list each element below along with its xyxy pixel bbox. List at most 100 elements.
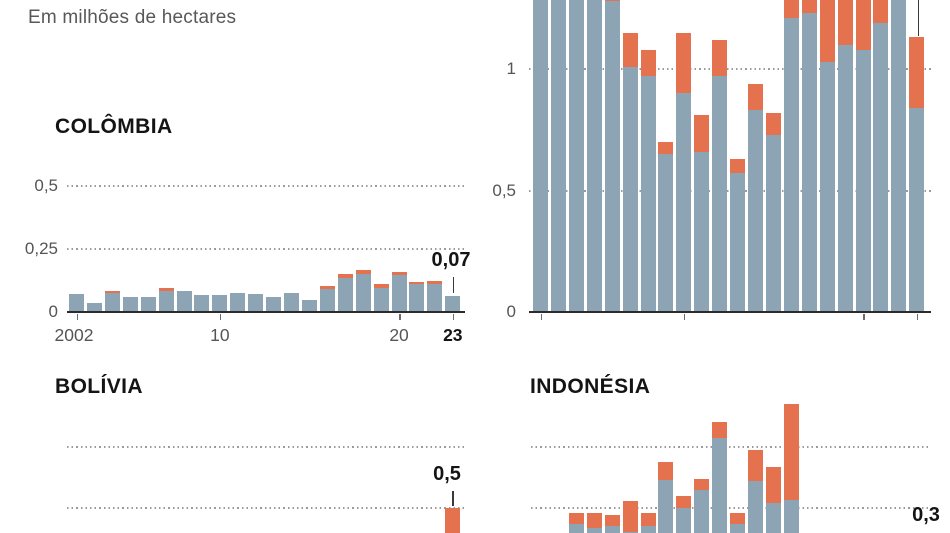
indonesia-bar-2006-orange bbox=[604, 514, 620, 526]
colombia-bar-2002-blue bbox=[69, 294, 84, 312]
colombia-bar-2016-blue bbox=[319, 289, 335, 312]
colombia-bar-2004-blue bbox=[104, 293, 120, 312]
brasil-large-bar-2021-orange bbox=[873, 0, 889, 23]
colombia-value-label: 0,07 bbox=[431, 249, 471, 271]
brasil-large-bar-2006-orange bbox=[604, 0, 620, 1]
colombia-bar-2019-blue bbox=[373, 288, 389, 312]
brasil-large-bar-2019-orange bbox=[837, 0, 853, 45]
colombia-xlabel-20: 20 bbox=[389, 325, 409, 345]
colombia-tick-8 bbox=[219, 313, 222, 320]
indonesia-bar-2005-orange bbox=[586, 513, 602, 529]
brasil-large-bar-2010-blue bbox=[676, 93, 692, 312]
indonesia-bar-2013-orange bbox=[730, 513, 746, 525]
indonesia-bar-2004-blue bbox=[568, 524, 584, 533]
colombia-gridline-0.5 bbox=[67, 185, 465, 187]
brasil-large-tick-0 bbox=[540, 313, 543, 320]
indonesia-bar-2016-blue bbox=[783, 499, 799, 533]
bolivia-gridline-1 bbox=[67, 445, 465, 448]
brasil-large-bar-2008-blue bbox=[640, 76, 656, 312]
indonesia-bar-2008-orange bbox=[640, 513, 656, 526]
indonesia-bar-2011-orange bbox=[694, 478, 710, 490]
brasil-large-ylabel-1: 1 bbox=[506, 59, 516, 78]
colombia-leader-line bbox=[452, 277, 455, 293]
bolivia-title: BOLÍVIA bbox=[55, 375, 143, 398]
indonesia-bar-2010-orange bbox=[676, 496, 692, 509]
indonesia-title: INDONÉSIA bbox=[530, 375, 651, 398]
indonesia-bar-2009-blue bbox=[658, 480, 674, 533]
brasil-large-bar-2016-orange bbox=[783, 0, 799, 18]
colombia-bar-2023-blue bbox=[445, 295, 461, 312]
indonesia-bar-2007-blue bbox=[622, 531, 638, 533]
colombia-bar-2007-orange bbox=[158, 288, 174, 291]
indonesia-bar-2016-orange bbox=[783, 403, 799, 500]
colombia-ylabel-0.25: 0,25 bbox=[24, 239, 58, 258]
brasil-large-bar-2016-blue bbox=[783, 17, 799, 312]
indonesia-value-label: 0,3 bbox=[912, 504, 940, 526]
brasil-large-bar-2010-orange bbox=[676, 32, 692, 94]
brasil-large-gridline-1 bbox=[529, 68, 931, 70]
colombia-tick-18 bbox=[399, 313, 401, 320]
brasil-large-bar-2021-blue bbox=[873, 22, 889, 312]
brasil-large-bar-2018-blue bbox=[819, 61, 835, 312]
colombia-bar-2017-blue bbox=[337, 277, 353, 312]
brasil-large-bar-2008-orange bbox=[640, 49, 656, 77]
indonesia-bar-2015-orange bbox=[765, 466, 781, 504]
colombia-tick-0 bbox=[76, 313, 79, 320]
brasil-large-bar-2007-orange bbox=[622, 32, 638, 67]
brasil-large-bar-2020-blue bbox=[855, 49, 871, 312]
colombia-bar-2022-orange bbox=[427, 280, 443, 284]
brasil-large-bar-2003-blue bbox=[550, 0, 566, 312]
brasil-large-bar-2002-blue bbox=[533, 0, 548, 312]
indonesia-bar-2008-blue bbox=[640, 525, 656, 533]
colombia-bar-2022-blue bbox=[427, 283, 443, 312]
colombia-bar-2020-blue bbox=[391, 275, 407, 312]
colombia-xlabel-23: 23 bbox=[443, 325, 463, 345]
indonesia-bar-2015-blue bbox=[765, 503, 781, 533]
colombia-xlabel-10: 10 bbox=[210, 325, 230, 345]
colombia-bar-2019-orange bbox=[373, 284, 389, 289]
colombia-x-axis bbox=[67, 311, 465, 314]
brasil-large-bar-2014-orange bbox=[748, 83, 764, 111]
brasil-large-bar-2011-orange bbox=[694, 115, 710, 152]
colombia-bar-2021-orange bbox=[409, 281, 425, 285]
brasil-large-bar-2014-blue bbox=[748, 110, 764, 312]
brasil-large-bar-2023-blue bbox=[909, 107, 925, 312]
colombia-title: COLÔMBIA bbox=[55, 115, 173, 138]
brasil-large-leader-line bbox=[917, 0, 920, 36]
colombia-ylabel-0.5: 0,5 bbox=[34, 176, 58, 195]
brasil-large-bar-2007-blue bbox=[622, 66, 638, 312]
brasil-large-bar-2013-orange bbox=[730, 158, 746, 174]
indonesia-bar-2014-orange bbox=[748, 450, 764, 482]
indonesia-bar-2013-blue bbox=[730, 524, 746, 533]
brasil-large-ylabel-0.5: 0,5 bbox=[492, 180, 516, 200]
brasil-large-bar-2015-blue bbox=[765, 134, 781, 312]
colombia-bar-2020-orange bbox=[391, 271, 407, 276]
colombia-bar-2021-blue bbox=[409, 284, 425, 312]
colombia-bar-2009-blue bbox=[194, 295, 210, 312]
brasil-large-bar-2013-blue bbox=[730, 173, 746, 312]
units-subtitle: Em milhões de hectares bbox=[28, 7, 237, 28]
colombia-bar-2013-blue bbox=[266, 296, 282, 312]
colombia-bar-2015-blue bbox=[301, 299, 317, 312]
colombia-bar-2012-blue bbox=[248, 294, 264, 312]
indonesia-bar-2007-orange bbox=[622, 501, 638, 532]
brasil-large-bar-2004-blue bbox=[568, 0, 584, 312]
brasil-large-bar-2020-orange bbox=[855, 0, 871, 50]
brasil-large-tick-21 bbox=[916, 313, 919, 320]
colombia-ylabel-0: 0 bbox=[48, 302, 58, 321]
brasil-large-tick-18 bbox=[863, 313, 865, 320]
indonesia-bar-2006-blue bbox=[604, 525, 620, 533]
brasil-large-bar-2011-blue bbox=[694, 151, 710, 312]
brasil-large-gridline-0.5 bbox=[529, 189, 931, 192]
bolivia-leader-line bbox=[452, 491, 454, 506]
colombia-bar-2011-blue bbox=[230, 293, 246, 312]
colombia-bar-2018-orange bbox=[355, 270, 371, 275]
bolivia-gridline-0.5 bbox=[67, 507, 465, 510]
indonesia-bar-2011-blue bbox=[694, 489, 710, 533]
colombia-bar-2008-blue bbox=[176, 291, 192, 312]
brasil-large-bar-2009-orange bbox=[658, 141, 674, 155]
indonesia-bar-2014-blue bbox=[748, 481, 764, 533]
colombia-bar-2017-orange bbox=[337, 274, 353, 278]
colombia-bar-2006-blue bbox=[140, 296, 156, 312]
